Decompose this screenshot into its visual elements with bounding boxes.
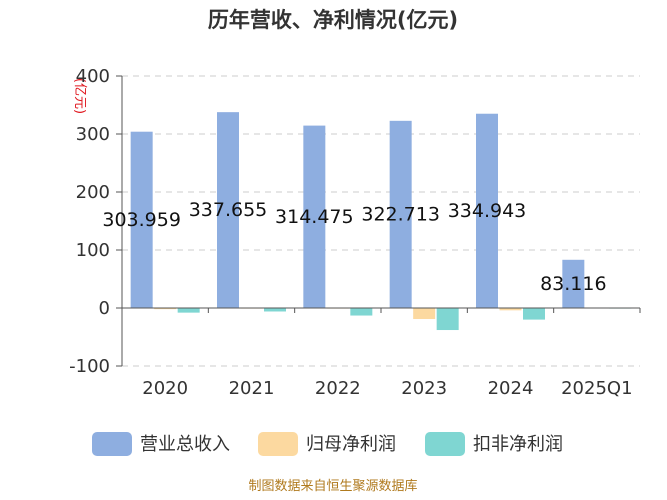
chart-title: 历年营收、净利情况(亿元) [208, 8, 458, 32]
legend-label: 营业总收入 [140, 434, 230, 455]
bars [130, 112, 632, 331]
bar [476, 113, 498, 308]
data-label: 303.959 [102, 209, 181, 231]
data-label: 83.116 [540, 273, 606, 295]
data-label: 314.475 [275, 206, 354, 228]
bar [303, 125, 326, 309]
x-tick-label: 2025Q1 [561, 378, 632, 399]
bar [523, 308, 545, 320]
bar [154, 308, 177, 310]
y-tick-label: 0 [99, 298, 110, 319]
bar [177, 308, 200, 313]
bar [389, 120, 412, 308]
y-tick-label: -100 [69, 356, 110, 377]
data-label: 337.655 [189, 199, 268, 221]
gridlines [122, 75, 640, 367]
legend: 营业总收入 归母净利润 扣非净利润 [92, 432, 563, 456]
source-footer: 制图数据来自恒生聚源数据库 [248, 478, 417, 494]
bar [350, 308, 373, 316]
x-tick-label: 2021 [229, 378, 275, 399]
x-tick-label: 2023 [401, 378, 447, 399]
legend-label: 扣非净利润 [473, 434, 563, 455]
bar [499, 308, 522, 311]
legend-swatch [92, 432, 132, 456]
legend-swatch [425, 432, 465, 456]
y-tick-label: 200 [76, 182, 110, 203]
data-label: 322.713 [361, 203, 440, 225]
y-tick-label: 100 [76, 240, 110, 261]
bar [562, 259, 585, 308]
y-tick-label: 300 [76, 124, 110, 145]
legend-label: 归母净利润 [306, 434, 396, 455]
y-axis-unit-label: (亿元) [72, 78, 87, 114]
bar [217, 112, 239, 309]
bar [264, 308, 286, 312]
data-label: 334.943 [448, 200, 527, 222]
x-tick-label: 2020 [142, 378, 188, 399]
bar [436, 308, 459, 331]
bar [413, 308, 436, 320]
y-tick-label: 400 [76, 66, 110, 87]
x-tick-label: 2024 [488, 378, 534, 399]
legend-swatch [258, 432, 298, 456]
data-labels: 303.959 337.655 314.475 322.713 334.943 83.11… [102, 199, 606, 295]
bar [130, 131, 153, 308]
x-tick-label: 2022 [315, 378, 361, 399]
axes: -100 0 100 200 300 400 2020 2021 2022 2023 2024 202… [69, 66, 641, 399]
